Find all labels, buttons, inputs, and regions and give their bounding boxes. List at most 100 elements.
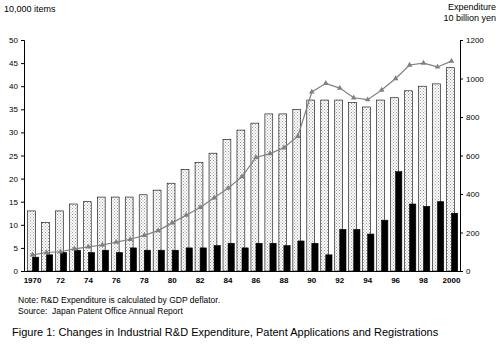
note: Note: R&D Expenditure is calculated by G… bbox=[18, 295, 220, 305]
tick: 86 bbox=[252, 271, 261, 285]
tick: 80 bbox=[168, 271, 177, 285]
tick: 400 bbox=[460, 190, 480, 199]
marker bbox=[155, 227, 161, 232]
title: Figure 1: Changes in Industrial R&D Expe… bbox=[12, 326, 439, 338]
tick: 84 bbox=[224, 271, 233, 285]
tick: 20 bbox=[9, 175, 24, 184]
bar bbox=[256, 243, 262, 271]
tick-label: 50 bbox=[9, 36, 18, 45]
y2-axis-title: Expenditure bbox=[448, 2, 496, 12]
y2-axis-title: 10 billion yen bbox=[443, 13, 496, 23]
tick-label: 74 bbox=[84, 276, 93, 285]
tick: 1200 bbox=[460, 36, 484, 45]
tick-mark bbox=[460, 79, 463, 80]
tick-label: 80 bbox=[168, 276, 177, 285]
tick-label: 82 bbox=[196, 276, 205, 285]
tick: 1970 bbox=[24, 271, 42, 285]
tick: 1000 bbox=[460, 75, 484, 84]
tick-mark bbox=[460, 117, 463, 118]
tick-mark bbox=[21, 225, 24, 226]
marker bbox=[449, 58, 455, 63]
tick: 78 bbox=[140, 271, 149, 285]
tick: 10 bbox=[9, 221, 24, 230]
bar-series bbox=[27, 68, 454, 271]
tick-label: 10 bbox=[9, 221, 18, 230]
marker bbox=[309, 89, 315, 94]
marker bbox=[379, 87, 385, 92]
tick: 0 bbox=[460, 267, 471, 276]
tick: 35 bbox=[9, 105, 24, 114]
tick-label: 78 bbox=[140, 276, 149, 285]
bar bbox=[60, 253, 66, 271]
tick-label: 76 bbox=[112, 276, 121, 285]
tick-label: 72 bbox=[56, 276, 65, 285]
tick: 92 bbox=[335, 271, 344, 285]
marker bbox=[351, 94, 357, 99]
tick-mark bbox=[460, 40, 463, 41]
tick-label: 40 bbox=[9, 82, 18, 91]
tick-label: 90 bbox=[307, 276, 316, 285]
tick: 98 bbox=[419, 271, 428, 285]
marker bbox=[72, 246, 78, 251]
tick-label: 1000 bbox=[466, 75, 484, 84]
tick-label: 2000 bbox=[443, 276, 461, 285]
marker bbox=[435, 64, 441, 69]
bar bbox=[321, 100, 329, 271]
tick: 76 bbox=[112, 271, 121, 285]
tick: 90 bbox=[307, 271, 316, 285]
bar bbox=[116, 253, 122, 271]
tick: 800 bbox=[460, 113, 480, 122]
tick: 40 bbox=[9, 82, 24, 91]
marker bbox=[127, 236, 133, 241]
source: Source: Japan Patent Office Annual Repor… bbox=[18, 306, 183, 316]
marker bbox=[365, 96, 371, 101]
tick: 0 bbox=[14, 267, 24, 276]
tick-mark bbox=[460, 156, 463, 157]
marker bbox=[407, 62, 413, 67]
marker bbox=[295, 133, 301, 138]
tick-mark bbox=[21, 271, 24, 272]
bar bbox=[102, 250, 108, 271]
bar bbox=[46, 255, 52, 271]
bar bbox=[242, 248, 248, 271]
tick: 25 bbox=[9, 152, 24, 161]
marker bbox=[58, 248, 64, 253]
marker bbox=[169, 220, 175, 225]
bar bbox=[228, 243, 234, 271]
marker bbox=[197, 204, 203, 209]
bar bbox=[130, 248, 136, 271]
tick-label: 15 bbox=[9, 198, 18, 207]
bar bbox=[368, 234, 374, 271]
tick-label: 0 bbox=[466, 267, 471, 276]
tick-label: 30 bbox=[9, 128, 18, 137]
bar bbox=[340, 229, 346, 271]
axis-line bbox=[21, 41, 25, 272]
axis-line bbox=[25, 271, 461, 272]
tick-label: 86 bbox=[252, 276, 261, 285]
tick-label: 96 bbox=[391, 276, 400, 285]
tick-label: 800 bbox=[466, 113, 480, 122]
y2-axis: 020040060080010001200 bbox=[460, 36, 484, 276]
tick-mark bbox=[460, 194, 463, 195]
marker bbox=[211, 195, 217, 200]
tick-mark bbox=[21, 63, 24, 64]
marker bbox=[113, 239, 119, 244]
marker bbox=[86, 244, 92, 249]
bar bbox=[396, 172, 402, 271]
tick: 600 bbox=[460, 152, 480, 161]
tick-label: 25 bbox=[9, 152, 18, 161]
marker bbox=[239, 173, 245, 178]
bar bbox=[144, 250, 150, 271]
tick: 94 bbox=[363, 271, 372, 285]
marker bbox=[323, 80, 329, 85]
marker bbox=[225, 185, 231, 190]
tick-label: 88 bbox=[279, 276, 288, 285]
bar bbox=[270, 243, 276, 271]
tick-label: 45 bbox=[9, 59, 18, 68]
marker bbox=[267, 150, 273, 155]
tick: 74 bbox=[84, 271, 93, 285]
marker bbox=[44, 249, 50, 254]
tick-label: 1200 bbox=[466, 36, 484, 45]
y-axis: 05101520253035404550 bbox=[9, 36, 24, 276]
bar bbox=[438, 202, 444, 271]
